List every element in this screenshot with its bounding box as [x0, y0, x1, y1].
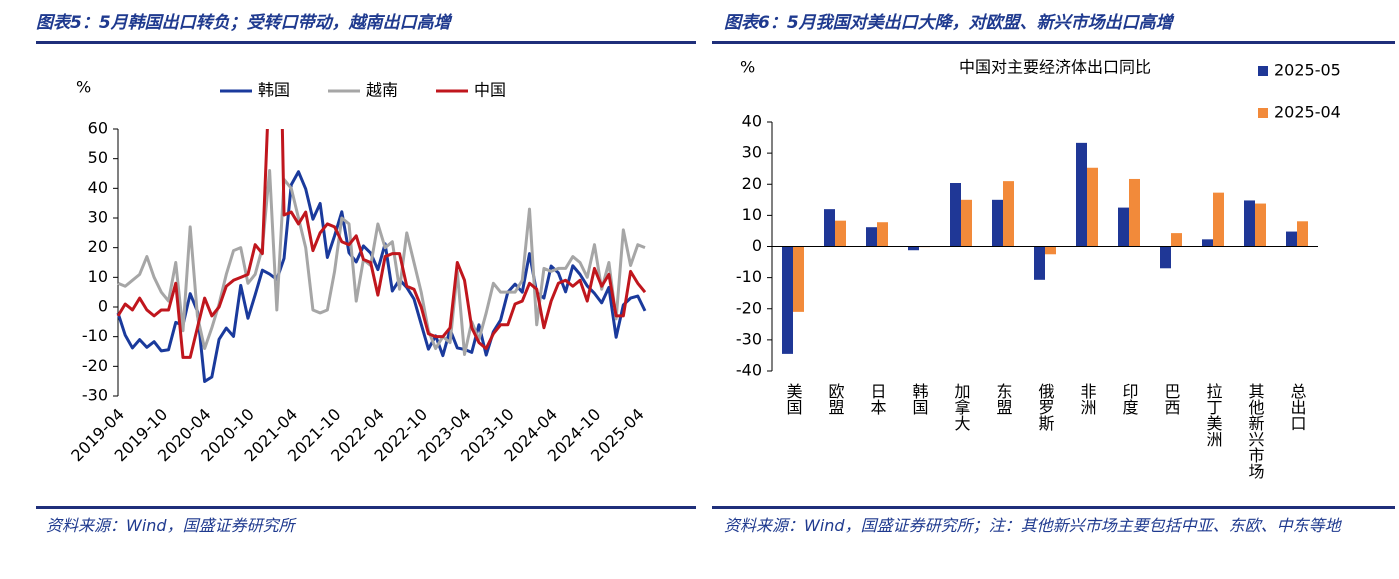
- source-note: 资料来源：Wind，国盛证券研究所；注：其他新兴市场主要包括中亚、东欧、中东等地: [724, 516, 1341, 535]
- y-tick-label: -20: [736, 298, 762, 317]
- y-tick-label: 0: [98, 297, 108, 316]
- bar: [1118, 207, 1129, 247]
- bar: [1297, 221, 1308, 247]
- bar: [1286, 231, 1297, 247]
- bar: [1171, 233, 1182, 247]
- bar: [1244, 200, 1255, 247]
- bar: [1202, 239, 1213, 247]
- x-tick-label: 美国: [784, 383, 803, 415]
- legend-swatch: [1258, 66, 1268, 76]
- x-tick-label: 非洲: [1078, 383, 1097, 415]
- rule: [712, 41, 1395, 44]
- y-tick-label: 20: [742, 174, 762, 193]
- figure-caption: 图表5：5月韩国出口转负；受转口带动，越南出口高增: [36, 13, 451, 33]
- y-tick-label: 40: [742, 112, 762, 131]
- legend-swatch: [1258, 108, 1268, 118]
- x-tick-label: 欧盟: [826, 383, 845, 415]
- bar: [1255, 203, 1266, 247]
- x-tick-label: 总出口: [1288, 383, 1307, 431]
- y-axis-label: %: [76, 78, 91, 97]
- rule: [712, 506, 1395, 509]
- y-tick-label: -10: [82, 326, 108, 345]
- bar: [1076, 142, 1087, 247]
- y-tick-label: 60: [88, 119, 108, 138]
- bar: [1045, 246, 1056, 255]
- y-tick-label: 30: [88, 208, 108, 227]
- bar: [782, 246, 793, 354]
- bar: [835, 220, 846, 247]
- y-tick-label: 0: [752, 236, 762, 255]
- x-tick-label: 其他新兴市场: [1246, 383, 1265, 480]
- x-tick-label: 拉丁美洲: [1204, 383, 1223, 447]
- bar: [1003, 181, 1014, 247]
- legend-label: 越南: [366, 81, 398, 100]
- y-tick-label: 30: [742, 143, 762, 162]
- x-tick-label: 印度: [1120, 383, 1139, 415]
- series-line: [116, 170, 647, 383]
- x-tick-label: 加拿大: [952, 383, 971, 431]
- y-tick-label: 50: [88, 148, 108, 167]
- y-tick-label: -20: [82, 356, 108, 375]
- bar: [866, 227, 877, 247]
- x-tick-label: 韩国: [910, 383, 929, 415]
- y-tick-label: 10: [88, 267, 108, 286]
- y-tick-label: -30: [736, 329, 762, 348]
- source-note: 资料来源：Wind，国盛证券研究所: [46, 516, 295, 535]
- bar: [1034, 246, 1045, 280]
- series-line: [116, 129, 647, 359]
- chart-title: 中国对主要经济体出口同比: [959, 58, 1151, 77]
- bar: [793, 246, 804, 312]
- series-line: [117, 169, 646, 356]
- legend-label: 2025-04: [1274, 103, 1341, 122]
- x-tick-label: 俄罗斯: [1036, 383, 1055, 432]
- x-tick-label: 东盟: [994, 383, 1013, 415]
- bar: [877, 222, 888, 247]
- x-tick-label: 巴西: [1162, 383, 1181, 415]
- y-tick-label: -10: [736, 267, 762, 286]
- y-tick-label: -40: [736, 361, 762, 380]
- bar: [1087, 167, 1098, 247]
- figure-caption: 图表6：5月我国对美出口大降，对欧盟、新兴市场出口高增: [724, 13, 1173, 33]
- legend-label: 中国: [474, 81, 506, 100]
- legend-label: 2025-05: [1274, 61, 1341, 80]
- bar: [824, 209, 835, 247]
- y-axis-label: %: [740, 58, 755, 77]
- x-tick-label: 日本: [868, 383, 887, 415]
- bar: [1129, 178, 1140, 247]
- y-tick-label: 40: [88, 178, 108, 197]
- rule: [36, 506, 696, 509]
- bar: [1213, 192, 1224, 247]
- y-tick-label: 20: [88, 237, 108, 256]
- bar: [950, 183, 961, 247]
- rule: [36, 41, 696, 44]
- y-tick-label: 10: [742, 205, 762, 224]
- bar: [1160, 246, 1171, 269]
- legend-label: 韩国: [258, 81, 290, 100]
- bar: [961, 199, 972, 247]
- y-tick-label: -30: [82, 386, 108, 405]
- bar: [992, 199, 1003, 247]
- bar: [908, 246, 919, 251]
